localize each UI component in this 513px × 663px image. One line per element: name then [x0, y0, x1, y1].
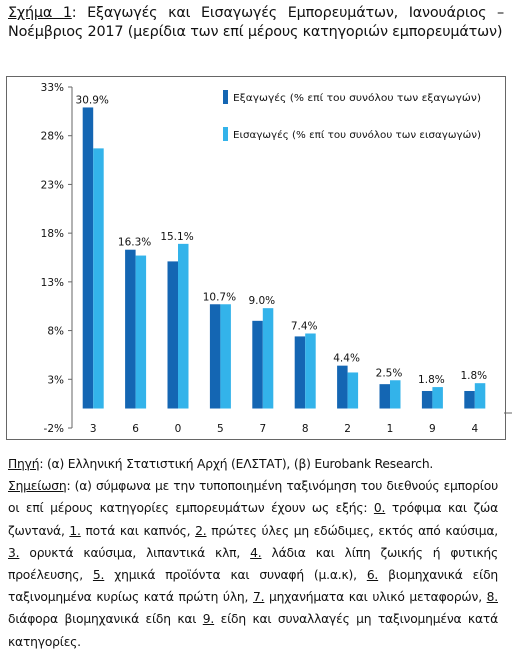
- bar-imports: [305, 333, 316, 409]
- data-label: 7.4%: [291, 320, 318, 332]
- x-tick-label: 5: [217, 423, 224, 435]
- bar-exports: [379, 384, 390, 409]
- caption-label: Σχήμα 1: [8, 5, 72, 21]
- bar-exports: [167, 261, 178, 409]
- x-tick-label: 2: [344, 423, 351, 435]
- note-text: πρώτες ύλες μη εδώδιμες, εκτός από καύσι…: [206, 523, 498, 538]
- data-label: 4.4%: [333, 353, 360, 365]
- data-label: 2.5%: [376, 367, 403, 379]
- x-tick-label: 6: [132, 423, 139, 435]
- note-category-number: 7.: [252, 590, 265, 605]
- legend-swatch: [223, 90, 228, 104]
- x-tick-label: 9: [429, 423, 436, 435]
- source-line: Πηγή: (α) Ελληνική Στατιστική Αρχή (ΕΛΣΤ…: [8, 453, 498, 475]
- note-category-number: 1.: [69, 523, 81, 538]
- bar-exports: [209, 304, 221, 409]
- data-label: 9.0%: [248, 295, 275, 307]
- bar-imports: [347, 372, 359, 409]
- y-tick-label: 3%: [47, 374, 64, 386]
- note-category-number: 6.: [366, 568, 379, 583]
- note-text: : (α) σύμφωνα με την τυποποιημένη ταξινό…: [8, 479, 498, 516]
- bar-imports: [93, 148, 104, 409]
- note-category-number: 9.: [202, 612, 215, 627]
- data-label: 10.7%: [203, 291, 236, 303]
- bar-exports: [125, 249, 136, 409]
- x-tick-label: 1: [387, 423, 394, 435]
- note-text: χημικά προϊόντα και συναφή (μ.α.κ),: [104, 568, 367, 583]
- y-tick-label: 33%: [41, 82, 64, 94]
- note-category-number: 5.: [92, 568, 105, 583]
- bar-imports: [432, 387, 443, 409]
- data-label: 30.9%: [76, 94, 109, 106]
- y-tick-label: 28%: [41, 131, 64, 143]
- bar-imports: [390, 380, 401, 409]
- figure-caption: Σχήμα 1: Εξαγωγές και Εισαγωγές Εμπορευμ…: [8, 4, 504, 42]
- footnotes: Πηγή: (α) Ελληνική Στατιστική Αρχή (ΕΛΣΤ…: [8, 453, 498, 653]
- bar-exports: [82, 107, 94, 409]
- x-tick-label: 0: [175, 423, 182, 435]
- y-tick-label: 13%: [41, 277, 64, 289]
- y-tick-label: 23%: [41, 179, 64, 191]
- bar-imports: [220, 304, 231, 409]
- note-text: μηχανήματα και υλικό μεταφορών,: [264, 590, 487, 605]
- bar-imports: [474, 383, 486, 409]
- bar-exports: [464, 390, 475, 409]
- note-text: ορυκτά καύσιμα, λιπαντικά κλπ,: [19, 545, 251, 560]
- y-tick-label: 8%: [47, 326, 64, 338]
- note-text: διάφορα βιομηχανικά είδη και: [8, 612, 203, 627]
- bar-exports: [337, 365, 348, 409]
- bar-imports: [262, 308, 274, 409]
- bar-exports: [421, 390, 433, 409]
- note-category-number: 8.: [486, 590, 499, 605]
- note-text: λάδια και λίπη ζωικής ή φυτικής προέλευσ…: [8, 545, 499, 583]
- note-label: Σημείωση: [8, 479, 67, 494]
- data-label: 15.1%: [160, 231, 193, 243]
- bar-exports: [294, 336, 306, 409]
- note-text: ποτά και καπνός,: [80, 523, 196, 538]
- legend-label: Εξαγωγές (% επί του συνόλου των εξαγωγών…: [233, 92, 481, 104]
- note-paragraph: Σημείωση: (α) σύμφωνα με την τυποποιημέν…: [8, 475, 498, 653]
- x-tick-label: 7: [259, 423, 266, 435]
- legend-swatch: [223, 127, 228, 141]
- legend-label: Εισαγωγές (% επί του συνόλου των εισαγωγ…: [233, 129, 481, 141]
- source-label: Πηγή: [8, 457, 40, 471]
- data-label: 1.8%: [460, 370, 487, 382]
- note-text: είδη και συναλλαγές μη ταξινομημένα κατά…: [8, 612, 498, 649]
- note-category-number: 3.: [8, 545, 20, 560]
- x-tick-label: 4: [471, 423, 478, 435]
- bar-exports: [252, 320, 263, 409]
- data-label: 16.3%: [118, 237, 151, 249]
- note-category-number: 4.: [250, 545, 262, 560]
- y-tick-label: -2%: [44, 423, 64, 435]
- caption-text: : Εξαγωγές και Εισαγωγές Εμπορευμάτων, Ι…: [8, 5, 505, 40]
- note-category-number: 2.: [195, 523, 207, 538]
- note-category-number: 0.: [373, 501, 386, 516]
- note-text: βιομηχανικά είδη ταξινομημένα κυρίως κατ…: [8, 568, 498, 605]
- y-tick-label: 18%: [41, 228, 64, 240]
- bar-imports: [178, 243, 189, 409]
- note-text: τρόφιμα και ζώα ζωντανά,: [8, 501, 498, 538]
- bar-imports: [135, 255, 147, 409]
- data-label: 1.8%: [418, 374, 445, 386]
- x-tick-label: 8: [302, 423, 309, 435]
- source-text: : (α) Ελληνική Στατιστική Αρχή (ΕΛΣΤΑΤ),…: [39, 457, 434, 471]
- x-tick-label: 3: [90, 423, 97, 435]
